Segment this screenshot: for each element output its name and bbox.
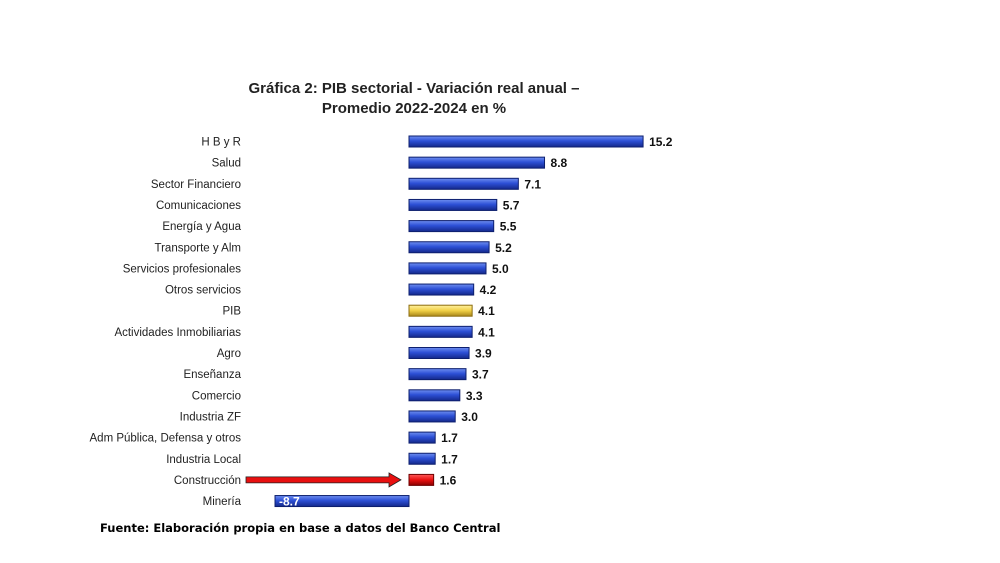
bar [408,325,473,338]
chart-source-note: Fuente: Elaboración propia en base a dat… [100,521,501,535]
bar [408,452,436,465]
category-label: Transporte y Alm [155,242,242,254]
category-label: Agro [217,348,241,360]
category-label: H B y R [201,137,241,149]
data-label: 4.1 [478,304,495,318]
data-label: -8.7 [279,495,300,509]
bar [408,241,490,254]
bar [408,198,498,211]
category-label: Sector Financiero [151,179,241,191]
category-label: Construcción [174,475,241,487]
category-label: PIB [222,306,241,318]
highlight-arrow [245,472,402,488]
category-label: Industria ZF [180,411,241,423]
category-label: Industria Local [166,454,241,466]
bar [274,495,410,508]
data-label: 3.0 [461,410,478,424]
data-label: 3.7 [472,368,489,382]
bar [408,473,435,486]
category-label: Adm Pública, Defensa y otros [90,433,242,445]
bar [408,389,461,402]
data-label: 3.9 [475,347,492,361]
data-label: 8.8 [551,156,568,170]
data-label: 4.2 [480,283,497,297]
category-label: Minería [203,496,242,508]
category-label: Salud [212,158,241,170]
bar [408,410,456,423]
category-label: Comercio [192,390,241,402]
bar [408,304,473,317]
data-label: 5.7 [503,198,520,212]
category-label: Comunicaciones [156,200,241,212]
bar [408,368,467,381]
bar [408,283,475,296]
data-label: 1.7 [441,431,458,445]
bar [408,135,644,148]
chart-title-line-2: Promedio 2022-2024 en % [321,100,507,117]
data-label: 5.2 [495,241,512,255]
category-label: Actividades Inmobiliarias [114,327,241,339]
bar [408,347,470,359]
data-label: 4.1 [478,325,495,339]
bar [408,177,519,190]
data-label: 15.2 [649,135,673,149]
bar [408,431,436,444]
bar [408,156,546,169]
bar [408,262,487,275]
data-label: 5.0 [492,262,509,276]
category-label: Otros servicios [165,285,241,297]
data-label: 5.5 [500,220,517,234]
category-label: Enseñanza [183,369,241,381]
data-label: 3.3 [466,389,483,403]
chart-title-line-1: Gráfica 2: PIB sectorial - Variación rea… [248,80,580,97]
data-label: 1.6 [440,473,457,487]
bar [408,220,495,233]
data-label: 1.7 [441,452,458,466]
category-label: Servicios profesionales [123,263,242,275]
data-label: 7.1 [524,177,541,191]
category-label: Energía y Agua [162,221,241,233]
